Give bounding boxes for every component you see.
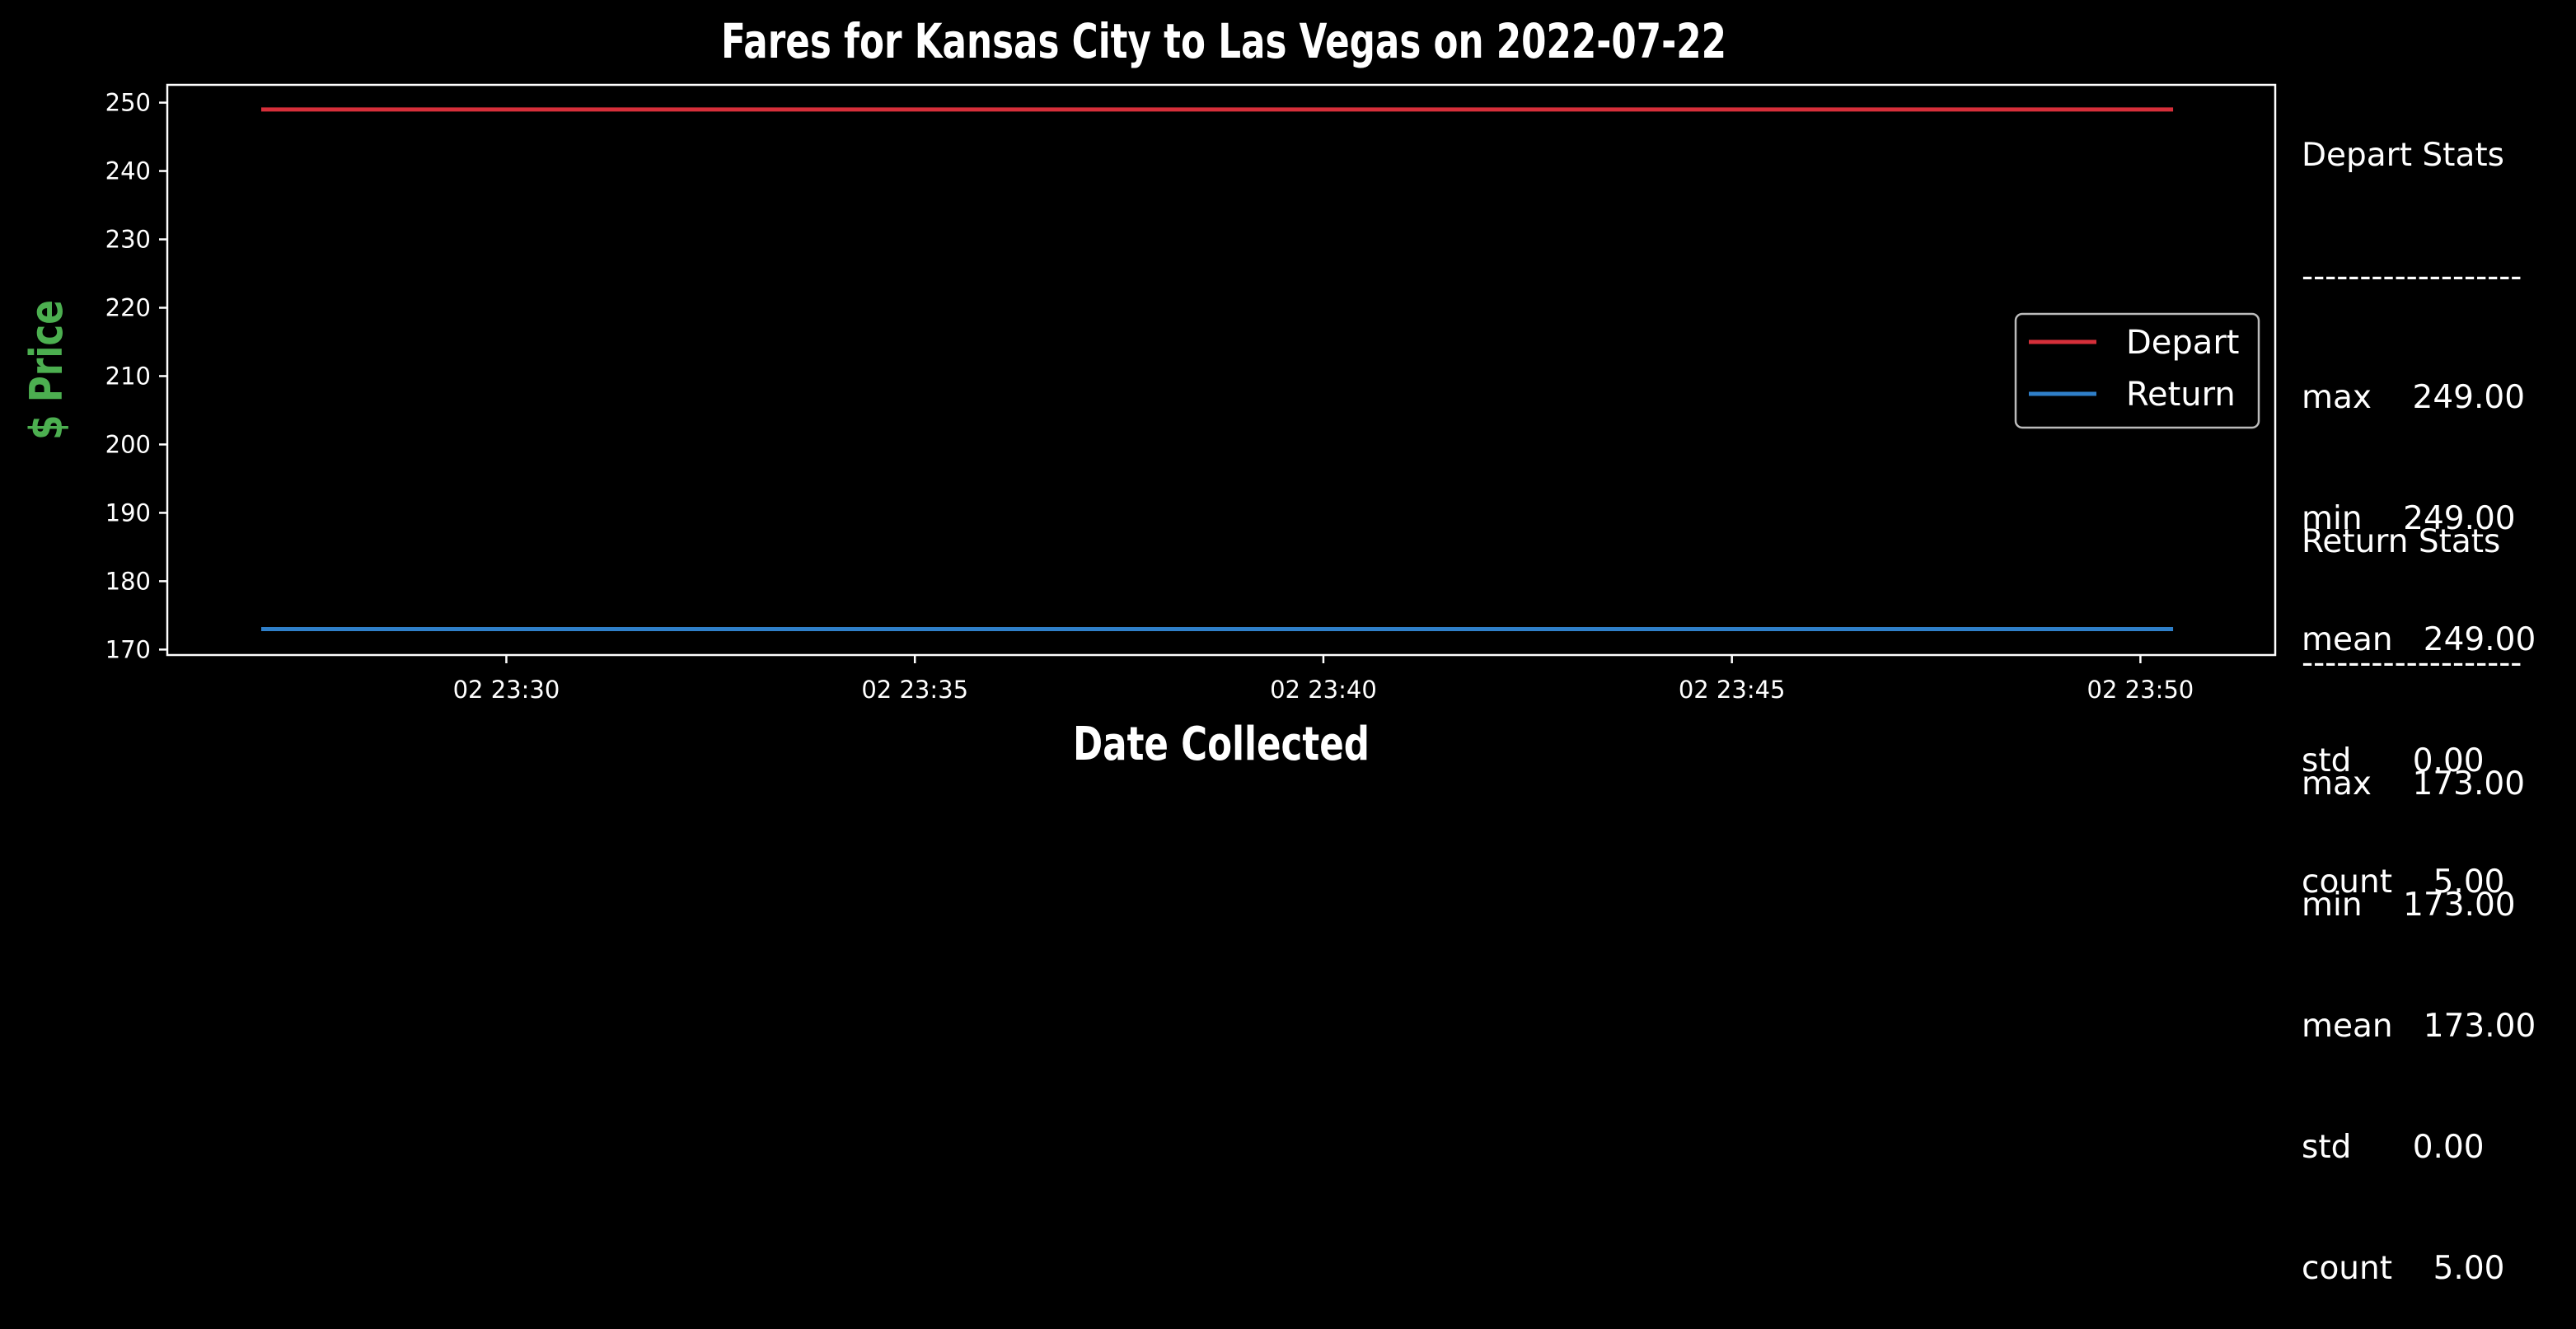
x-tick-label: 02 23:35 bbox=[861, 676, 968, 704]
return-stat-std: std 0.00 bbox=[2302, 1127, 2536, 1168]
y-tick-label: 210 bbox=[105, 362, 151, 390]
y-tick-label: 190 bbox=[105, 498, 151, 526]
y-tick-label: 200 bbox=[105, 430, 151, 458]
y-tick-label: 170 bbox=[105, 635, 151, 663]
x-tick-label: 02 23:45 bbox=[1679, 676, 1786, 704]
y-tick-label: 240 bbox=[105, 157, 151, 185]
x-tick-label: 02 23:40 bbox=[1270, 676, 1377, 704]
x-tick-label: 02 23:30 bbox=[453, 676, 560, 704]
legend: Depart Return bbox=[2016, 314, 2259, 428]
return-stats: Return Stats ------------------- max 173… bbox=[2302, 441, 2536, 1329]
return-stat-max: max 173.00 bbox=[2302, 764, 2536, 804]
depart-stats-divider: ------------------- bbox=[2302, 256, 2536, 297]
legend-depart-label: Depart bbox=[2126, 324, 2239, 362]
x-axis-label: Date Collected bbox=[1073, 718, 1370, 771]
x-tick-label: 02 23:50 bbox=[2087, 676, 2194, 704]
y-axis: 170 180 190 200 210 220 230 240 250 bbox=[105, 89, 167, 664]
y-axis-label: $ Price bbox=[21, 300, 73, 440]
return-stats-divider: ------------------- bbox=[2302, 643, 2536, 683]
legend-return-label: Return bbox=[2126, 376, 2236, 414]
return-stats-heading: Return Stats bbox=[2302, 522, 2536, 562]
x-axis: 02 23:30 02 23:35 02 23:40 02 23:45 02 23:50 bbox=[453, 655, 2194, 704]
y-tick-label: 220 bbox=[105, 293, 151, 321]
return-stat-count: count 5.00 bbox=[2302, 1248, 2536, 1289]
return-stat-mean: mean 173.00 bbox=[2302, 1006, 2536, 1046]
price-chart: Fares for Kansas City to Las Vegas on 20… bbox=[0, 0, 2576, 798]
return-stat-min: min 173.00 bbox=[2302, 885, 2536, 925]
y-tick-label: 230 bbox=[105, 226, 151, 254]
plot-area bbox=[167, 85, 2275, 655]
chart-title: Fares for Kansas City to Las Vegas on 20… bbox=[721, 13, 1726, 69]
y-tick-label: 180 bbox=[105, 567, 151, 595]
depart-stat-max: max 249.00 bbox=[2302, 377, 2536, 418]
y-tick-label: 250 bbox=[105, 89, 151, 117]
depart-stats-heading: Depart Stats bbox=[2302, 135, 2536, 175]
